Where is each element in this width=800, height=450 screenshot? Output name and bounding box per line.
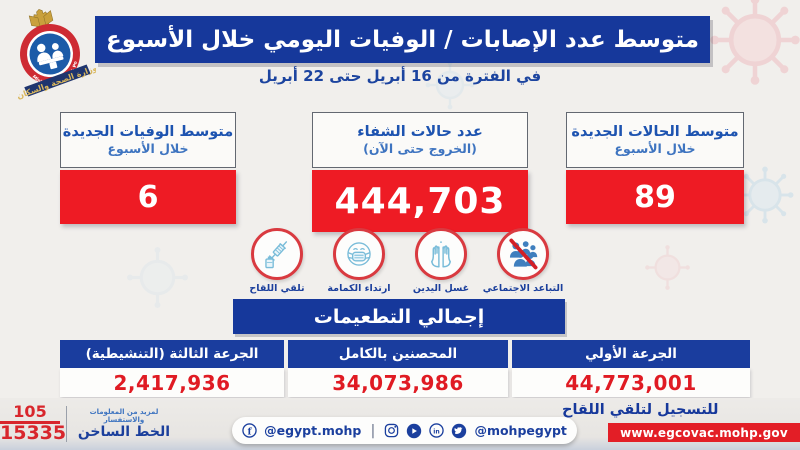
vax-card-header: الجرعة الأولي — [512, 340, 750, 368]
stat-card-new-cases: متوسط الحالات الجديدة خلال الأسبوع 89 — [566, 112, 744, 224]
stat-title: متوسط الوفيات الجديدة — [62, 124, 234, 141]
vaccine-register-url[interactable]: www.egcovac.mohp.gov — [608, 423, 800, 442]
vax-card-third-dose: الجرعة الثالثة (التنشيطية) 2,417,936 — [60, 340, 284, 397]
precaution-label: التباعد الاجتماعي — [482, 283, 564, 294]
stat-header: متوسط الوفيات الجديدة خلال الأسبوع — [60, 112, 236, 168]
vax-card-header: المحصنين بالكامل — [288, 340, 508, 368]
precaution-social-distancing: التباعد الاجتماعي — [483, 228, 563, 298]
ministry-logo: Ministry of Health & Population وزارة ال… — [4, 2, 96, 101]
stat-value-new-deaths: 6 — [60, 170, 236, 224]
vax-card-header: الجرعة الثالثة (التنشيطية) — [60, 340, 284, 368]
stat-card-new-deaths: متوسط الوفيات الجديدة خلال الأسبوع 6 — [60, 112, 236, 224]
stat-subtitle: خلال الأسبوع — [107, 141, 189, 157]
social-distancing-icon — [497, 228, 549, 280]
social-media-bar: f @egypt.mohp | in @mohpegypt — [232, 417, 577, 444]
page-title-text: متوسط عدد الإصابات / الوفيات اليومي خلال… — [106, 26, 699, 53]
twitter-icon[interactable] — [451, 423, 467, 439]
date-range-subtitle: في الفترة من 16 أبريل حتى 22 أبريل — [258, 67, 542, 85]
vax-card-fully-vaccinated: المحصنين بالكامل 34,073,986 — [288, 340, 508, 397]
hotline-numbers: 105 15335 — [0, 403, 67, 445]
youtube-icon[interactable] — [406, 423, 422, 439]
virus-watermark — [127, 247, 188, 308]
stat-header: متوسط الحالات الجديدة خلال الأسبوع — [566, 112, 744, 168]
stat-value-recovered: 444,703 — [312, 170, 528, 232]
virus-watermark — [425, 60, 475, 110]
precautions-row: التباعد الاجتماعي غسل اليدين — [240, 228, 563, 298]
hotline-number-105: 105 — [0, 403, 60, 425]
vax-card-value: 44,773,001 — [512, 368, 750, 397]
mask-wearing-icon — [333, 228, 385, 280]
vaccination-icon — [251, 228, 303, 280]
precaution-label: غسل اليدين — [412, 283, 470, 294]
family-pictogram — [37, 43, 64, 70]
precaution-label: ارتداء الكمامة — [327, 283, 391, 294]
linkedin-icon[interactable]: in — [429, 423, 445, 438]
other-social-handle[interactable]: @mohpegypt — [474, 423, 567, 438]
precaution-label: تلقي اللقاح — [249, 283, 305, 294]
hotline-block: 105 15335 لمزيد من المعلومات والاستفسار … — [0, 401, 175, 447]
stat-title: متوسط الحالات الجديدة — [571, 124, 739, 141]
facebook-icon[interactable]: f — [242, 423, 257, 438]
vaccinations-title: إجمالي التطعيمات — [313, 305, 485, 328]
hotline-text: لمزيد من المعلومات والاستفسار الخط الساخ… — [73, 408, 175, 440]
hotline-number-15335: 15335 — [0, 422, 67, 445]
vax-card-value: 34,073,986 — [288, 368, 508, 397]
precaution-mask-wearing: ارتداء الكمامة — [322, 228, 396, 298]
vaccine-register-label: للتسجيل لتلقي اللقاح — [562, 402, 719, 418]
virus-watermark — [645, 245, 690, 290]
stat-subtitle: (الخروج حتى الآن) — [363, 141, 477, 157]
hotline-label: الخط الساخن — [77, 424, 171, 440]
stat-header: عدد حالات الشفاء (الخروج حتى الآن) — [312, 112, 528, 168]
instagram-icon[interactable] — [384, 423, 399, 438]
stat-title: عدد حالات الشفاء — [357, 124, 483, 141]
vax-card-value: 2,417,936 — [60, 368, 284, 397]
virus-watermark — [710, 0, 800, 85]
page-title: متوسط عدد الإصابات / الوفيات اليومي خلال… — [95, 16, 710, 63]
social-divider: | — [370, 422, 376, 439]
svg-text:f: f — [248, 426, 253, 437]
stat-card-recovered: عدد حالات الشفاء (الخروج حتى الآن) 444,7… — [312, 112, 528, 232]
stat-value-new-cases: 89 — [566, 170, 744, 224]
vax-card-first-dose: الجرعة الأولي 44,773,001 — [512, 340, 750, 397]
hotline-info: لمزيد من المعلومات والاستفسار — [89, 408, 159, 424]
hand-washing-icon — [415, 228, 467, 280]
svg-text:in: in — [434, 428, 440, 435]
precaution-vaccination: تلقي اللقاح — [240, 228, 314, 298]
stat-subtitle: خلال الأسبوع — [614, 141, 696, 157]
precaution-hand-washing: غسل اليدين — [404, 228, 478, 298]
facebook-handle[interactable]: @egypt.mohp — [264, 423, 362, 438]
hotline-divider — [66, 406, 67, 442]
vaccinations-title-bar: إجمالي التطعيمات — [233, 299, 565, 334]
